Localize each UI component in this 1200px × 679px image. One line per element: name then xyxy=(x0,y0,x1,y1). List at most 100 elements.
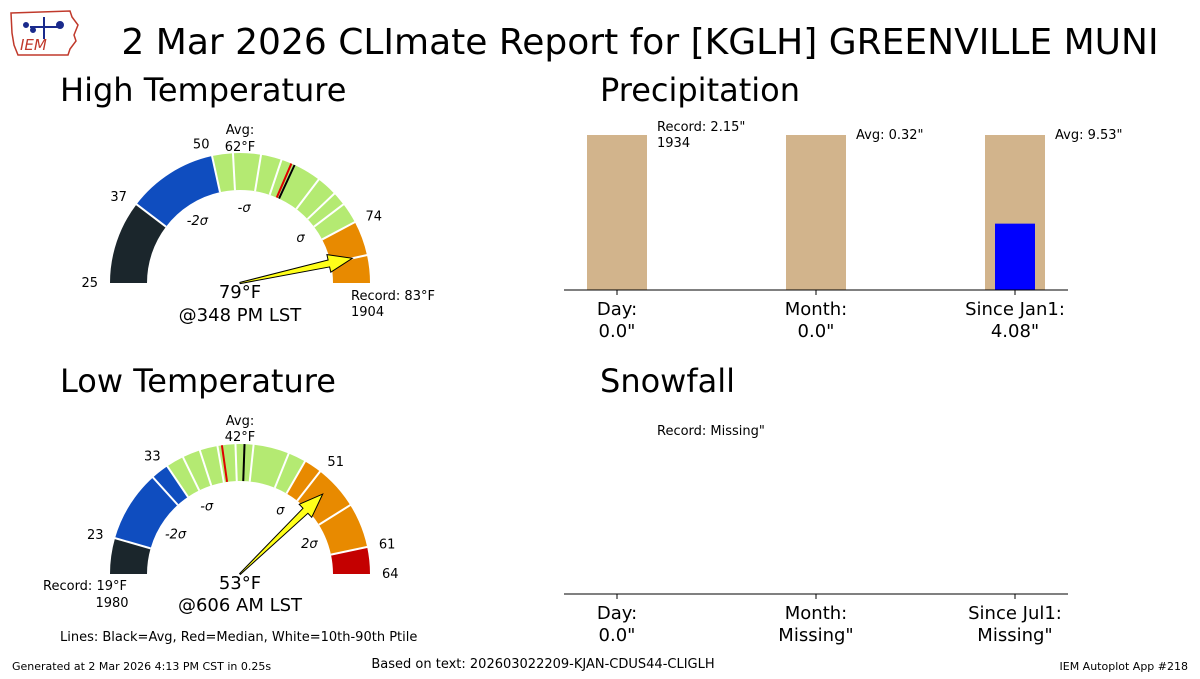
average-line xyxy=(278,164,296,200)
sigma-label-3: 2σ xyxy=(301,537,318,552)
precip-observed-bar-2 xyxy=(995,223,1035,290)
weather-station-icon xyxy=(23,17,64,39)
low-temp-title: Low Temperature xyxy=(60,362,336,400)
sigma-label-0: -2σ xyxy=(165,528,187,543)
precip-bars xyxy=(587,135,1045,295)
percentile-line-4 xyxy=(268,158,283,196)
snow-cat-day: Day: xyxy=(597,603,637,624)
tick-label-0: 23 xyxy=(87,528,104,543)
low-observed-value: 53°F xyxy=(219,573,261,594)
precip-reference-bar-1 xyxy=(786,135,846,290)
gauge-segment-1 xyxy=(115,466,188,549)
main-title: 2 Mar 2026 CLImate Report for [KGLH] GRE… xyxy=(121,22,1158,63)
low-record-label: Record: 19°F xyxy=(43,579,127,594)
low-observed-time: @606 AM LST xyxy=(178,595,303,616)
tick-label-0: 25 xyxy=(81,276,98,291)
gauge-segment-0 xyxy=(110,204,166,283)
median-line xyxy=(275,163,293,198)
high-temp-gauge: 25 37 50 74 -2σ -σ σ xyxy=(81,137,382,291)
gauge-segment-3 xyxy=(322,222,367,264)
percentile-line-7 xyxy=(306,192,336,220)
high-observed-value: 79°F xyxy=(219,282,261,303)
precip-ref-label-day: Record: 2.15" xyxy=(657,120,745,135)
high-observed-time: @348 PM LST xyxy=(179,305,303,326)
percentile-line-1 xyxy=(151,475,179,506)
precip-val-month: 0.0" xyxy=(798,321,835,342)
percentile-line-9 xyxy=(321,220,357,241)
precip-ref-label-year: Avg: 9.53" xyxy=(1055,128,1123,143)
tick-label-4: 64 xyxy=(382,567,399,582)
high-record-label: Record: 83°F xyxy=(351,289,435,304)
percentile-line-1 xyxy=(210,154,221,193)
high-temp-title: High Temperature xyxy=(60,71,346,109)
high-avg-value: 62°F xyxy=(225,140,256,155)
app-note: IEM Autoplot App #218 xyxy=(1060,660,1189,673)
precip-ref-sub-day: 1934 xyxy=(657,136,690,151)
precip-cat-year: Since Jan1: xyxy=(965,299,1065,320)
high-record-year: 1904 xyxy=(351,305,384,320)
median-line xyxy=(220,445,229,483)
snow-cat-month: Month: xyxy=(785,603,847,624)
precip-cat-month: Month: xyxy=(785,299,847,320)
snow-val-month: Missing" xyxy=(778,625,853,646)
percentile-line-6 xyxy=(295,178,321,210)
tick-label-2: 51 xyxy=(327,455,344,470)
snow-title: Snowfall xyxy=(600,362,735,400)
percentile-line-0 xyxy=(113,536,151,550)
percentile-line-7 xyxy=(248,443,255,482)
observed-needle xyxy=(238,493,324,576)
percentile-line-3 xyxy=(181,455,201,491)
percentile-line-11 xyxy=(318,503,352,526)
percentile-line-9 xyxy=(285,460,307,494)
sigma-label-2: σ xyxy=(276,504,285,519)
precip-val-day: 0.0" xyxy=(599,321,636,342)
percentile-line-12 xyxy=(330,545,369,556)
percentile-line-2 xyxy=(231,152,236,191)
tick-label-1: 33 xyxy=(144,449,161,464)
percentile-line-2 xyxy=(165,464,189,498)
sigma-label-1: -σ xyxy=(200,500,214,515)
gauge-segment-0 xyxy=(110,538,151,574)
high-avg-label: Avg: xyxy=(226,123,254,138)
gauge-segment-4 xyxy=(330,546,370,574)
tick-label-3: 61 xyxy=(379,537,396,552)
average-line xyxy=(242,444,246,482)
observed-needle xyxy=(239,254,354,285)
precip-ref-label-month: Avg: 0.32" xyxy=(856,128,924,143)
sigma-label-2: σ xyxy=(296,231,305,246)
snow-val-season: Missing" xyxy=(977,625,1052,646)
precip-reference-bar-0 xyxy=(587,135,647,290)
gauge-segment-3 xyxy=(286,461,368,555)
percentile-line-10 xyxy=(296,470,322,502)
percentile-line-4 xyxy=(198,449,213,486)
snow-record-label: Record: Missing" xyxy=(657,424,765,439)
sigma-label-0: -2σ xyxy=(187,214,209,229)
sigma-label-1: -σ xyxy=(238,201,252,216)
generated-note: Generated at 2 Mar 2026 4:13 PM CST in 0… xyxy=(12,660,271,673)
low-avg-label: Avg: xyxy=(226,414,254,429)
percentile-line-5 xyxy=(216,444,225,483)
percentile-line-3 xyxy=(254,153,263,192)
precip-cat-day: Day: xyxy=(597,299,637,320)
logo-text: IEM xyxy=(20,36,47,54)
percentile-line-6 xyxy=(234,443,238,482)
percentile-line-8 xyxy=(273,452,291,489)
low-record-year: 1980 xyxy=(95,596,128,611)
iem-logo: IEM xyxy=(8,5,82,61)
percentile-line-0 xyxy=(135,202,167,228)
source-note: Based on text: 202603022209-KJAN-CDUS44-… xyxy=(371,657,714,672)
tick-label-2: 50 xyxy=(193,137,210,152)
snow-cat-season: Since Jul1: xyxy=(968,603,1062,624)
tick-label-1: 37 xyxy=(110,190,127,205)
gauge-segment-1 xyxy=(136,156,221,227)
snow-val-day: 0.0" xyxy=(599,625,636,646)
gauge-legend-note: Lines: Black=Avg, Red=Median, White=10th… xyxy=(60,630,417,645)
precip-title: Precipitation xyxy=(600,71,800,109)
percentile-line-8 xyxy=(313,202,345,228)
tick-label-3: 74 xyxy=(365,209,382,224)
low-temp-gauge: 23 33 51 61 64 -2σ -σ σ 2σ xyxy=(87,443,399,582)
gauge-segment-2 xyxy=(212,153,355,240)
precip-val-year: 4.08" xyxy=(991,321,1039,342)
